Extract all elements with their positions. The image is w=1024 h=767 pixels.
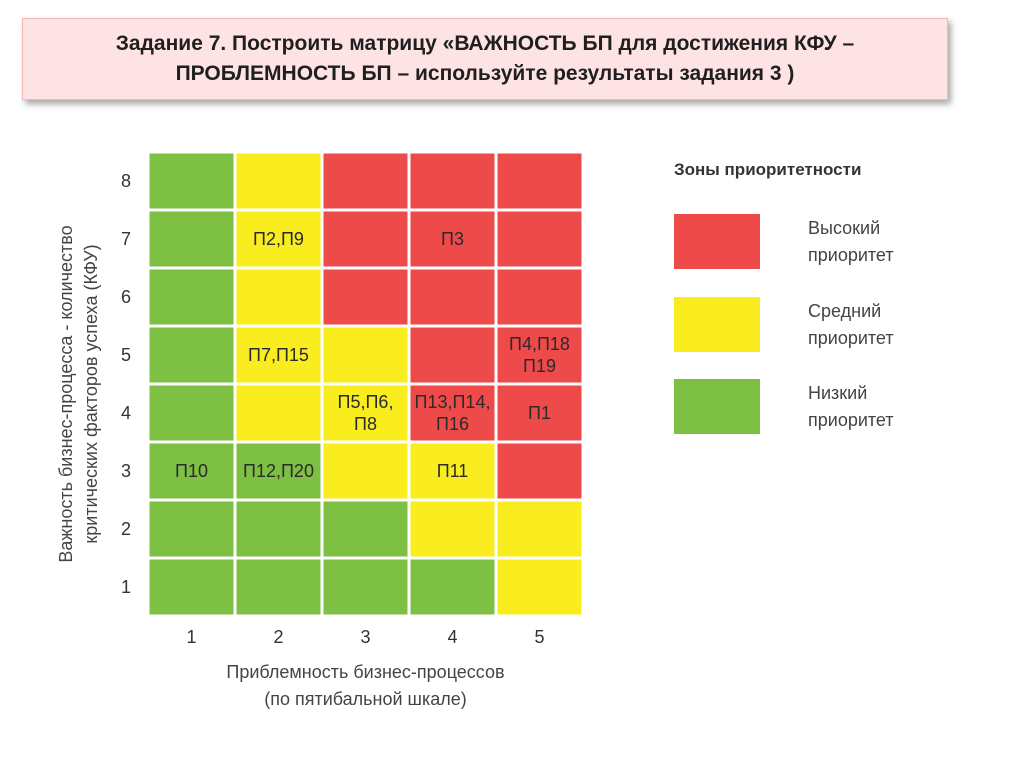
matrix-cell-x1-y5 [149, 327, 234, 383]
matrix-cell-x4-y1 [410, 559, 495, 615]
cell-label: П7,П15 [248, 345, 309, 365]
matrix-cell-x1-y6 [149, 269, 234, 325]
matrix-cell-x5-y7 [497, 211, 582, 267]
cell-label: П16 [436, 414, 469, 434]
x-tick-label: 5 [534, 627, 544, 647]
cell-label: П13,П14, [415, 392, 491, 412]
matrix-cell-x2-y7 [236, 211, 321, 267]
matrix-cell-x5-y3 [497, 443, 582, 499]
legend: Зоны приоритетности Высокий приоритет Средн… [674, 160, 894, 434]
matrix-cell-x1-y7 [149, 211, 234, 267]
legend-label: приоритет [808, 328, 894, 348]
legend-label: Средний [808, 301, 881, 321]
matrix-cell-x2-y3 [236, 443, 321, 499]
matrix-cell-x4-y6 [410, 269, 495, 325]
x-tick-label: 2 [273, 627, 283, 647]
cell-labels: П10 П12,П20 П7,П15 П2,П9 П5,П6,П8 П13,П14,П16… [175, 229, 570, 481]
title-line-1: Задание 7. Построить матрицу «ВАЖНОСТЬ Б… [115, 32, 855, 55]
matrix-cell-x2-y8 [236, 153, 321, 209]
y-axis-title: Важность бизнес-процесса - количество кри… [56, 225, 101, 562]
cell-label: П11 [437, 461, 469, 481]
matrix-cell-x3-y4 [323, 385, 408, 441]
matrix-cell-x4-y7 [410, 211, 495, 267]
matrix-cell-x3-y8 [323, 153, 408, 209]
y-tick-label: 4 [121, 403, 131, 423]
matrix-cell-x5-y8 [497, 153, 582, 209]
y-tick-label: 1 [121, 577, 131, 597]
matrix-cell-x4-y5 [410, 327, 495, 383]
matrix-cell-x5-y6 [497, 269, 582, 325]
legend-label: приоритет [808, 410, 894, 430]
matrix-cell-x4-y2 [410, 501, 495, 557]
matrix-cell-x4-y8 [410, 153, 495, 209]
matrix-cells [149, 153, 582, 615]
x-tick-label: 4 [447, 627, 457, 647]
cell-label: П10 [175, 461, 208, 481]
cell-label: П5,П6, [338, 392, 394, 412]
title-line-2: ПРОБЛЕМНОСТЬ БП – используйте результаты… [175, 62, 795, 85]
matrix-cell-x3-y3 [323, 443, 408, 499]
matrix-cell-x1-y4 [149, 385, 234, 441]
matrix-cell-x3-y2 [323, 501, 408, 557]
matrix-cell-x1-y2 [149, 501, 234, 557]
legend-swatch-high [674, 214, 760, 269]
y-axis-title-line: Важность бизнес-процесса - количество [56, 225, 76, 562]
matrix-cell-x5-y1 [497, 559, 582, 615]
title-banner: Задание 7. Построить матрицу «ВАЖНОСТЬ Б… [22, 18, 948, 100]
matrix-cell-x2-y2 [236, 501, 321, 557]
matrix-cell-x3-y7 [323, 211, 408, 267]
x-tick-label: 1 [186, 627, 196, 647]
cell-label: П4,П18 [509, 334, 570, 354]
matrix-cell-x1-y1 [149, 559, 234, 615]
y-tick-label: 6 [121, 287, 131, 307]
y-tick-label: 5 [121, 345, 131, 365]
matrix-cell-x3-y1 [323, 559, 408, 615]
y-tick-label: 3 [121, 461, 131, 481]
cell-label: П19 [523, 356, 556, 376]
matrix-cell-x3-y6 [323, 269, 408, 325]
matrix-cell-x2-y5 [236, 327, 321, 383]
matrix-cell-x2-y6 [236, 269, 321, 325]
legend-swatch-low [674, 379, 760, 434]
cell-label: П8 [354, 414, 377, 434]
y-tick-label: 8 [121, 171, 131, 191]
legend-title: Зоны приоритетности [674, 160, 861, 179]
matrix-cell-x2-y4 [236, 385, 321, 441]
legend-label: Низкий [808, 383, 867, 403]
matrix-cell-x1-y8 [149, 153, 234, 209]
x-axis-ticks: 1 2 3 4 5 [186, 627, 544, 647]
matrix-cell-x3-y5 [323, 327, 408, 383]
y-axis-ticks: 1 2 3 4 5 6 7 8 [121, 171, 131, 597]
matrix-cell-x5-y4 [497, 385, 582, 441]
cell-label: П1 [528, 403, 551, 423]
y-axis-title-line: критических факторов успеха (КФУ) [81, 244, 101, 543]
y-tick-label: 2 [121, 519, 131, 539]
x-axis-title-line: Приблемность бизнес-процессов [226, 662, 504, 682]
matrix-cell-x4-y4 [410, 385, 495, 441]
x-tick-label: 3 [360, 627, 370, 647]
matrix-cell-x5-y2 [497, 501, 582, 557]
cell-label: П2,П9 [253, 229, 304, 249]
matrix-cell-x4-y3 [410, 443, 495, 499]
x-axis-title: Приблемность бизнес-процессов (по пятибал… [226, 662, 504, 709]
x-axis-title-line: (по пятибальной шкале) [264, 689, 467, 709]
matrix-cell-x5-y5 [497, 327, 582, 383]
y-tick-label: 7 [121, 229, 131, 249]
matrix-cell-x2-y1 [236, 559, 321, 615]
cell-label: П3 [441, 229, 464, 249]
matrix-cell-x1-y3 [149, 443, 234, 499]
legend-swatch-medium [674, 297, 760, 352]
cell-label: П12,П20 [243, 461, 314, 481]
legend-label: приоритет [808, 245, 894, 265]
legend-label: Высокий [808, 218, 880, 238]
